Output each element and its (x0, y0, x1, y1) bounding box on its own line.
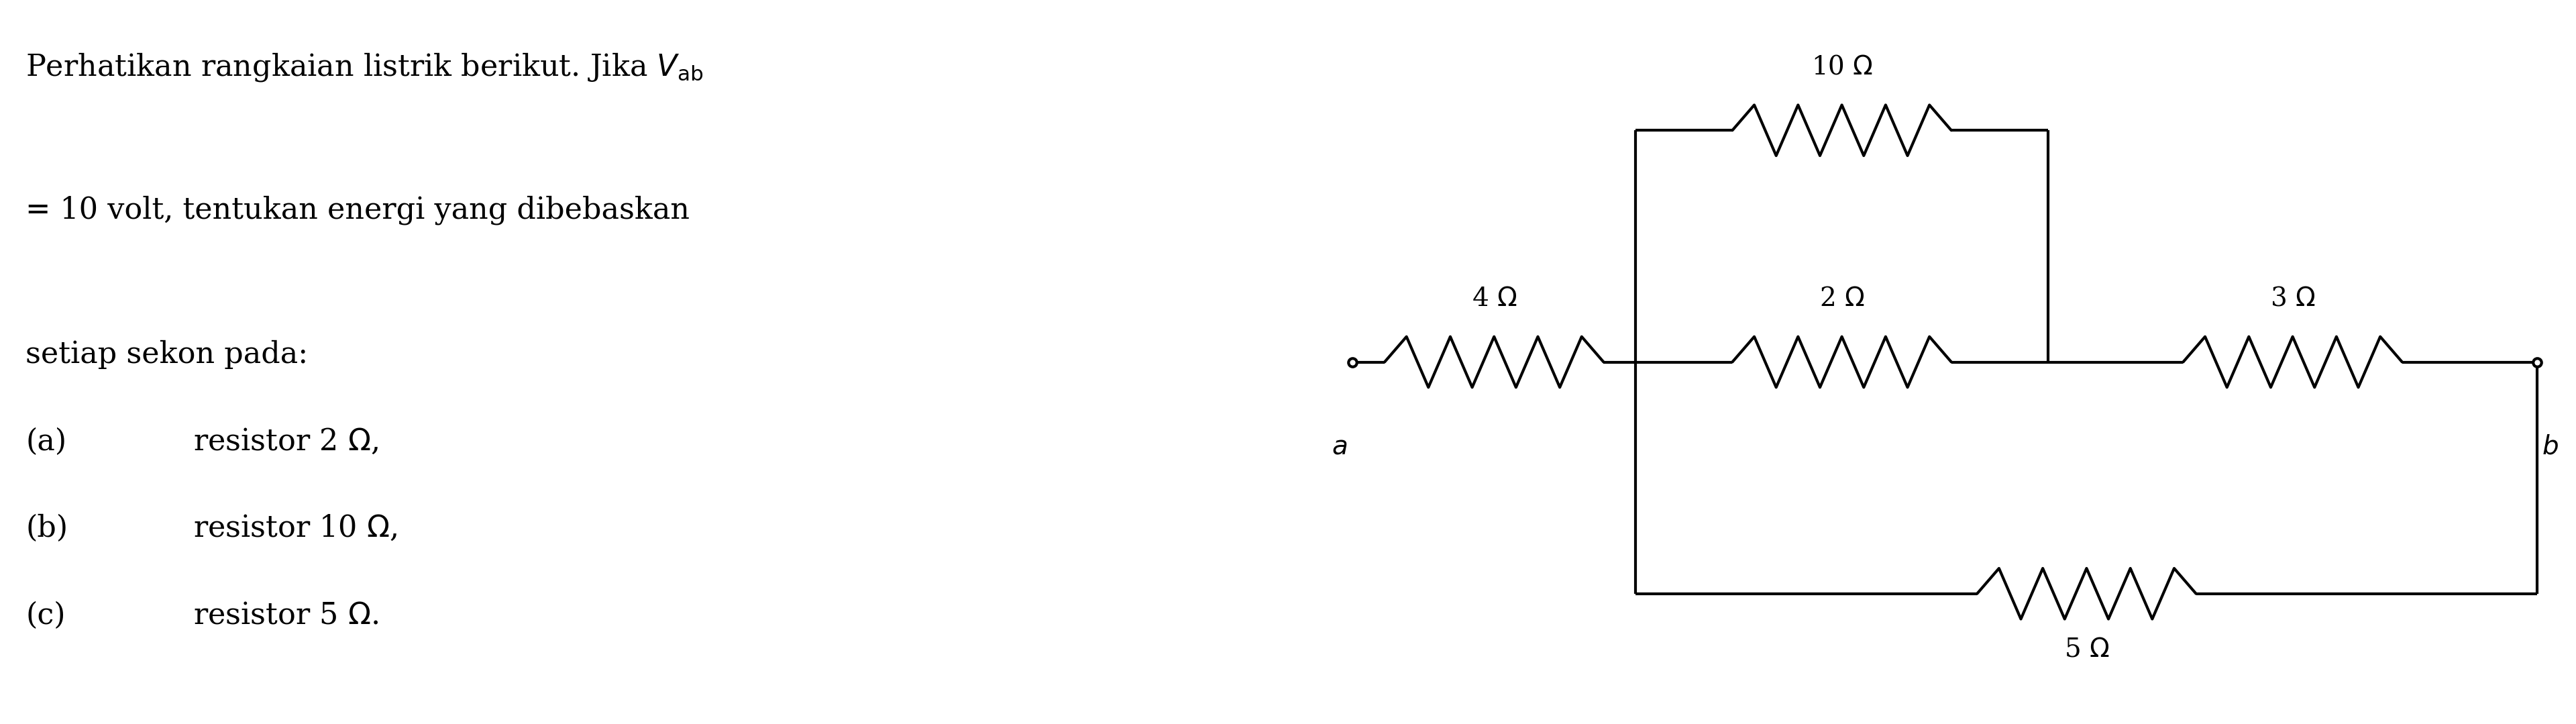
Text: resistor 2 $\Omega$,: resistor 2 $\Omega$, (193, 427, 379, 456)
Text: $b$: $b$ (2543, 434, 2558, 459)
Text: Perhatikan rangkaian listrik berikut. Jika $V_{\mathrm{ab}}$: Perhatikan rangkaian listrik berikut. Ji… (26, 51, 703, 83)
Text: (b): (b) (26, 514, 67, 543)
Text: 4 $\Omega$: 4 $\Omega$ (1471, 287, 1517, 311)
Text: setiap sekon pada:: setiap sekon pada: (26, 340, 309, 369)
Text: $a$: $a$ (1332, 434, 1347, 459)
Text: (c): (c) (26, 601, 64, 630)
Text: = 10 volt, tentukan energi yang dibebaskan: = 10 volt, tentukan energi yang dibebask… (26, 195, 690, 224)
Text: resistor 5 $\Omega$.: resistor 5 $\Omega$. (193, 601, 379, 630)
Text: (a): (a) (26, 427, 67, 456)
Text: 3 $\Omega$: 3 $\Omega$ (2269, 287, 2316, 311)
Text: 10 $\Omega$: 10 $\Omega$ (1811, 55, 1873, 80)
Text: 5 $\Omega$: 5 $\Omega$ (2063, 637, 2110, 662)
Text: 2 $\Omega$: 2 $\Omega$ (1819, 287, 1865, 311)
Text: resistor 10 $\Omega$,: resistor 10 $\Omega$, (193, 514, 397, 543)
